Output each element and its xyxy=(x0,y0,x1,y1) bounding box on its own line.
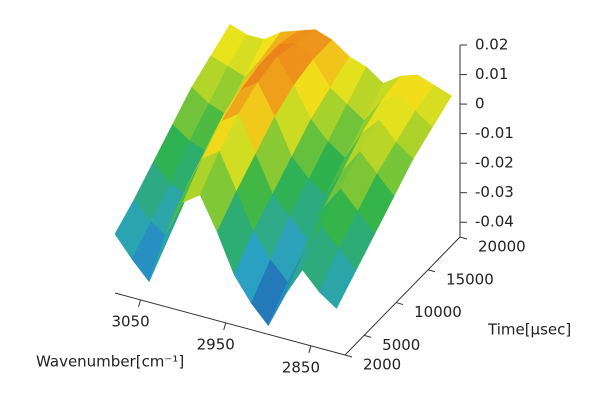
x-tick-label: 2950 xyxy=(197,335,235,353)
y-tick-label: 20000 xyxy=(478,238,526,256)
z-tick-label: 0 xyxy=(475,95,485,113)
z-tick-label: 0.01 xyxy=(475,65,508,83)
y-tick-label: 2000 xyxy=(363,356,401,374)
x-tick xyxy=(138,299,142,308)
surface-patch xyxy=(319,248,357,309)
x-axis-label: Wavenumber[cm⁻¹] xyxy=(36,353,184,371)
y-tick xyxy=(395,302,404,306)
z-tick-label: -0.02 xyxy=(475,154,514,172)
x-tick-label: 3050 xyxy=(111,312,149,330)
z-tick-label: -0.01 xyxy=(475,124,514,142)
x-tick xyxy=(223,322,227,330)
z-tick-label: -0.04 xyxy=(475,213,514,231)
y-tick-label: 5000 xyxy=(382,336,420,354)
y-tick xyxy=(364,334,372,338)
x-axis xyxy=(114,292,346,356)
x-tick-label: 2850 xyxy=(282,358,320,376)
surface xyxy=(114,23,452,327)
x-tick xyxy=(308,345,312,353)
y-tick-label: 15000 xyxy=(446,270,494,288)
z-tick-label: 0.02 xyxy=(475,36,508,54)
z-tick-label: -0.03 xyxy=(475,183,514,201)
y-tick xyxy=(459,236,468,240)
y-tick xyxy=(344,354,353,358)
y-tick xyxy=(427,269,436,273)
y-tick-label: 10000 xyxy=(414,303,462,321)
y-axis-label: Time[μsec] xyxy=(487,321,571,339)
